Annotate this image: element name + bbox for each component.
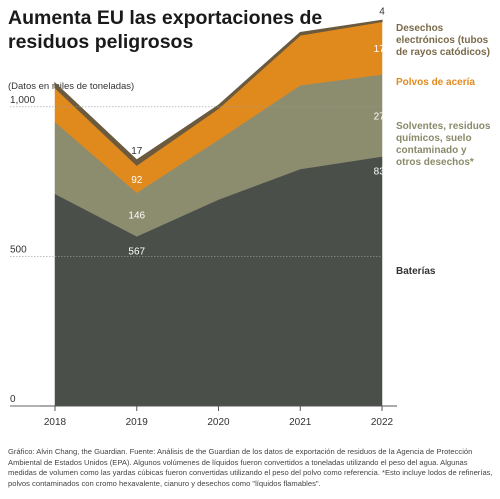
legend-line: de rayos catódicos) [396, 47, 490, 58]
data-label-baterias: 834 [374, 166, 391, 177]
legend-item-baterias: Baterías [396, 266, 435, 278]
data-label-solventes: 146 [128, 211, 145, 222]
legend-line: químicos, suelo [396, 133, 472, 144]
legend-line: Desechos [396, 23, 444, 34]
x-tick-label: 2019 [126, 417, 149, 428]
y-axis-unit-label: (Datos en miles de toneladas) [8, 81, 135, 92]
legend-line: electrónicos (tubos [396, 35, 489, 46]
legend-item-polvos: Polvos de acería [396, 77, 475, 89]
legend-item-desechos: Desechos electrónicos (tubos de rayos cató… [396, 23, 490, 59]
source-note: Gráfico: Alvin Chang, the Guardian. Fuen… [8, 447, 493, 488]
legend-line: Polvos de acería [396, 77, 475, 88]
y-tick-label: 1,000 [10, 95, 35, 106]
legend-item-solventes: Solventes, residuos químicos, suelo contam… [396, 121, 490, 169]
x-tick-label: 2022 [371, 417, 394, 428]
y-axis-ticks: 0 500 1,000 [10, 95, 35, 405]
stacked-area-chart: 0 500 1,000 2018 2019 2020 2021 2022 567 146 92 1… [10, 6, 397, 428]
legend-line: otros desechos* [396, 157, 474, 168]
y-tick-label: 0 [10, 394, 16, 405]
data-label-desechos: 4 [379, 6, 385, 17]
data-label-desechos: 17 [131, 146, 143, 157]
legend-line: Solventes, residuos [396, 121, 491, 132]
data-label-polvos: 92 [131, 175, 143, 186]
area-layers [54, 19, 383, 407]
area-desechos [54, 19, 383, 166]
x-tick-label: 2020 [207, 417, 230, 428]
legend-line: Baterías [396, 266, 436, 277]
data-labels: 567 146 92 17 834 274 177 4 [128, 6, 390, 257]
x-tick-label: 2021 [289, 417, 312, 428]
data-label-solventes: 274 [374, 111, 391, 122]
y-tick-label: 500 [10, 244, 27, 255]
data-label-baterias: 567 [128, 246, 145, 257]
legend-line: contaminado y [396, 145, 467, 156]
x-axis: 2018 2019 2020 2021 2022 [40, 405, 397, 428]
x-tick-label: 2018 [44, 417, 67, 428]
chart-title: Aumenta EU las exportaciones de residuos… [8, 7, 323, 53]
data-label-polvos: 177 [374, 44, 391, 55]
